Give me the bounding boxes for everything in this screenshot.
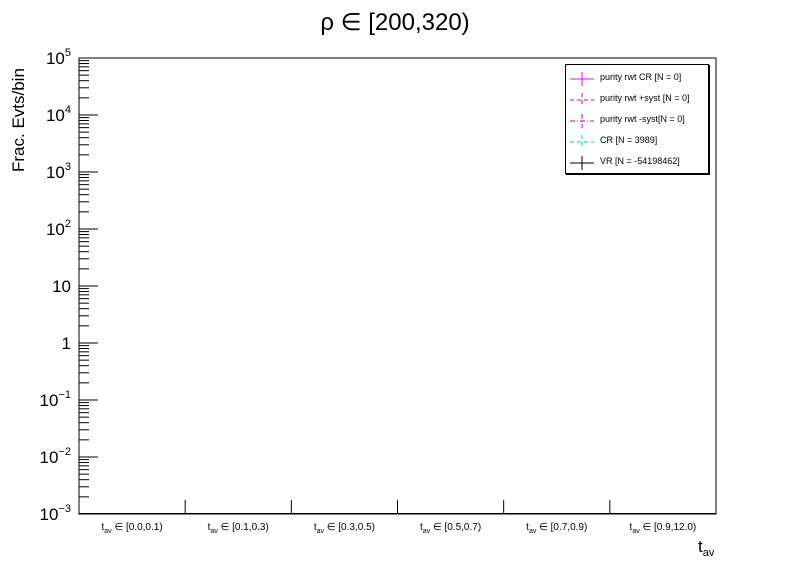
x-tick-label-range: ∈ [0.9,12.0) xyxy=(640,522,697,533)
x-axis-label: tav xyxy=(698,537,715,559)
x-tick-label: tav ∈ [0.9,12.0) xyxy=(630,522,697,535)
x-axis-label-sub: av xyxy=(703,547,715,559)
x-tick-label-range: ∈ [0.5,0.7) xyxy=(430,522,481,533)
y-axis-label: Frac. Evts/bin xyxy=(9,68,28,172)
x-tick-label-range: ∈ [0.7,0.9) xyxy=(536,522,587,533)
x-axis-label-base: t xyxy=(698,537,703,556)
y-tick-label-exp: 5 xyxy=(65,47,71,59)
x-tick-label-base: t xyxy=(420,522,423,533)
y-tick-label: 102 xyxy=(46,218,71,239)
x-tick-label-range: ∈ [0.1,0.3) xyxy=(218,522,269,533)
y-tick-label: 1 xyxy=(62,334,71,353)
y-tick-label-base: 10 xyxy=(46,220,65,239)
x-tick-label-sub: av xyxy=(529,528,537,535)
legend-entry: CR [N = 3989] xyxy=(566,132,708,152)
y-tick-label-base: 10 xyxy=(52,277,71,296)
x-tick-label: tav ∈ [0.3,0.5) xyxy=(314,522,375,535)
y-tick-label: 104 xyxy=(46,104,71,125)
y-tick-label: 105 xyxy=(46,47,71,68)
legend-marker xyxy=(570,135,594,149)
x-tick-label-base: t xyxy=(630,522,633,533)
y-tick-label-base: 10 xyxy=(46,106,65,125)
legend-label: purity rwt -syst[N = 0] xyxy=(600,114,685,124)
y-tick-label-base: 10 xyxy=(46,49,65,68)
y-tick-label: 103 xyxy=(46,161,71,182)
y-tick-label-base: 10 xyxy=(40,505,59,524)
y-tick-label: 10 xyxy=(52,277,71,296)
x-tick-label-base: t xyxy=(208,522,211,533)
x-tick-label-sub: av xyxy=(210,528,218,535)
x-tick-label: tav ∈ [0.1,0.3) xyxy=(208,522,269,535)
y-tick-label-base: 10 xyxy=(40,391,59,410)
y-tick-label-exp: −3 xyxy=(58,503,71,515)
legend-marker xyxy=(570,72,594,86)
legend-entry: VR [N = -54198462] xyxy=(566,153,708,173)
legend-entry: purity rwt +syst [N = 0] xyxy=(566,90,708,110)
y-tick-label: 10−3 xyxy=(40,503,71,524)
legend-marker xyxy=(570,156,594,170)
x-tick-label: tav ∈ [0.5,0.7) xyxy=(420,522,481,535)
x-tick-label-base: t xyxy=(526,522,529,533)
x-tick-label: tav ∈ [0.7,0.9) xyxy=(526,522,587,535)
y-tick-label: 10−2 xyxy=(40,446,71,467)
y-tick-label-base: 1 xyxy=(62,334,71,353)
legend-entry: purity rwt -syst[N = 0] xyxy=(566,111,708,131)
y-tick-label-exp: −1 xyxy=(58,389,71,401)
y-tick-label-base: 10 xyxy=(46,163,65,182)
legend-label: purity rwt +syst [N = 0] xyxy=(600,93,690,103)
x-tick-label-sub: av xyxy=(632,528,640,535)
legend-marker xyxy=(570,114,594,128)
x-tick-label-base: t xyxy=(314,522,317,533)
x-tick-label-range: ∈ [0.3,0.5) xyxy=(324,522,375,533)
legend-label: CR [N = 3989] xyxy=(600,135,658,145)
y-tick-label-exp: 4 xyxy=(65,104,71,116)
x-axis: tav ∈ [0.0,0.1) tav ∈ [0.1,0.3) tav ∈ [0.3… xyxy=(102,500,697,535)
x-tick-label-base: t xyxy=(102,522,105,533)
y-tick-label-exp: −2 xyxy=(58,446,71,458)
legend-entry: purity rwt CR [N = 0] xyxy=(566,69,708,89)
y-tick-label-base: 10 xyxy=(40,448,59,467)
x-tick-label: tav ∈ [0.0,0.1) xyxy=(102,522,163,535)
legend-marker xyxy=(570,93,594,107)
y-tick-label-exp: 2 xyxy=(65,218,71,230)
x-tick-label-sub: av xyxy=(423,528,431,535)
x-tick-label-sub: av xyxy=(317,528,325,535)
x-tick-label-range: ∈ [0.0,0.1) xyxy=(112,522,163,533)
legend: purity rwt CR [N = 0] purity rwt +syst [N… xyxy=(565,64,709,174)
y-tick-label-exp: 3 xyxy=(65,161,71,173)
chart-title: ρ ∈ [200,320) xyxy=(320,9,469,36)
x-tick-label-sub: av xyxy=(104,528,112,535)
legend-label: VR [N = -54198462] xyxy=(600,156,680,166)
y-tick-label: 10−1 xyxy=(40,389,71,410)
legend-label: purity rwt CR [N = 0] xyxy=(600,72,682,82)
